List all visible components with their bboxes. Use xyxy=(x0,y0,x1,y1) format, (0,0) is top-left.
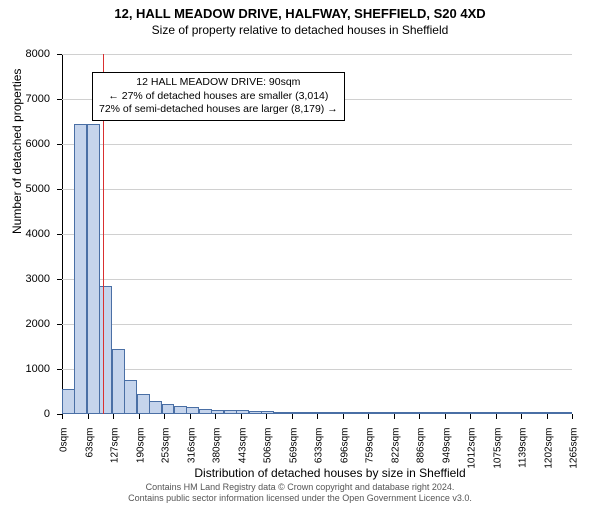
histogram-bar xyxy=(410,412,423,414)
histogram-bar xyxy=(74,124,87,414)
xtick-mark xyxy=(343,414,344,419)
page-subtitle: Size of property relative to detached ho… xyxy=(0,23,600,37)
histogram-bar xyxy=(398,412,411,414)
xtick-mark xyxy=(394,414,395,419)
xtick-mark xyxy=(368,414,369,419)
histogram-bar xyxy=(298,412,311,414)
annotation-line3: 72% of semi-detached houses are larger (… xyxy=(99,103,338,117)
xtick-mark xyxy=(496,414,497,419)
ytick-label: 0 xyxy=(10,408,50,420)
ytick-label: 5000 xyxy=(10,183,50,195)
histogram-bar xyxy=(211,410,224,415)
ytick-mark xyxy=(57,189,62,190)
ytick-label: 4000 xyxy=(10,228,50,240)
histogram-bar xyxy=(124,380,137,414)
ytick-label: 6000 xyxy=(10,138,50,150)
annotation-box: 12 HALL MEADOW DRIVE: 90sqm ← 27% of det… xyxy=(92,72,345,121)
gridline xyxy=(62,144,572,145)
chart-area: 0sqm63sqm127sqm190sqm253sqm316sqm380sqm4… xyxy=(62,54,572,414)
histogram-bar xyxy=(99,286,112,414)
histogram-bar xyxy=(323,412,336,414)
xtick-mark xyxy=(292,414,293,419)
ytick-mark xyxy=(57,279,62,280)
xtick-mark xyxy=(266,414,267,419)
histogram-bar xyxy=(497,412,510,414)
histogram-bar xyxy=(174,406,187,414)
histogram-bar xyxy=(224,410,237,414)
histogram-bar xyxy=(435,412,448,414)
gridline xyxy=(62,189,572,190)
page-title: 12, HALL MEADOW DRIVE, HALFWAY, SHEFFIEL… xyxy=(0,6,600,21)
xtick-mark xyxy=(190,414,191,419)
histogram-bar xyxy=(62,389,75,414)
ytick-mark xyxy=(57,234,62,235)
xtick-mark xyxy=(88,414,89,419)
gridline xyxy=(62,324,572,325)
histogram-bar xyxy=(249,411,262,414)
histogram-bar xyxy=(273,412,286,414)
ytick-mark xyxy=(57,54,62,55)
xtick-mark xyxy=(139,414,140,419)
ytick-label: 3000 xyxy=(10,273,50,285)
histogram-bar xyxy=(186,407,199,414)
histogram-bar xyxy=(261,411,274,414)
histogram-bar xyxy=(460,412,473,414)
ytick-label: 1000 xyxy=(10,363,50,375)
histogram-bar xyxy=(348,412,361,414)
xtick-mark xyxy=(572,414,573,419)
histogram-bar xyxy=(373,412,386,414)
ytick-mark xyxy=(57,324,62,325)
histogram-bar xyxy=(385,412,398,414)
xtick-mark xyxy=(419,414,420,419)
xtick-mark xyxy=(470,414,471,419)
histogram-bar xyxy=(199,409,212,414)
xtick-mark xyxy=(547,414,548,419)
histogram-bar xyxy=(472,412,485,414)
ytick-mark xyxy=(57,369,62,370)
ytick-label: 7000 xyxy=(10,93,50,105)
histogram-bar xyxy=(448,412,461,414)
footer-line1: Contains HM Land Registry data © Crown c… xyxy=(0,482,600,493)
gridline xyxy=(62,279,572,280)
xtick-mark xyxy=(62,414,63,419)
x-axis-title: Distribution of detached houses by size … xyxy=(30,466,600,480)
ytick-mark xyxy=(57,99,62,100)
histogram-bar xyxy=(236,410,249,414)
footer-attribution: Contains HM Land Registry data © Crown c… xyxy=(0,482,600,504)
xtick-mark xyxy=(445,414,446,419)
xtick-mark xyxy=(113,414,114,419)
histogram-bar xyxy=(547,412,560,414)
histogram-bar xyxy=(423,412,436,414)
xtick-mark xyxy=(521,414,522,419)
histogram-bar xyxy=(112,349,125,414)
xtick-mark xyxy=(164,414,165,419)
histogram-bar xyxy=(560,412,573,414)
xtick-mark xyxy=(317,414,318,419)
histogram-bar xyxy=(361,412,374,414)
xtick-mark xyxy=(215,414,216,419)
annotation-line2: ← 27% of detached houses are smaller (3,… xyxy=(99,90,338,104)
ytick-mark xyxy=(57,144,62,145)
footer-line2: Contains public sector information licen… xyxy=(0,493,600,504)
xtick-mark xyxy=(241,414,242,419)
gridline xyxy=(62,54,572,55)
annotation-line1: 12 HALL MEADOW DRIVE: 90sqm xyxy=(99,76,338,90)
ytick-label: 2000 xyxy=(10,318,50,330)
histogram-bar xyxy=(87,124,100,414)
gridline xyxy=(62,234,572,235)
histogram-bar xyxy=(162,404,175,414)
histogram-bar xyxy=(522,412,535,414)
histogram-bar xyxy=(137,394,150,414)
histogram-bar xyxy=(149,401,162,415)
ytick-label: 8000 xyxy=(10,48,50,60)
gridline xyxy=(62,369,572,370)
